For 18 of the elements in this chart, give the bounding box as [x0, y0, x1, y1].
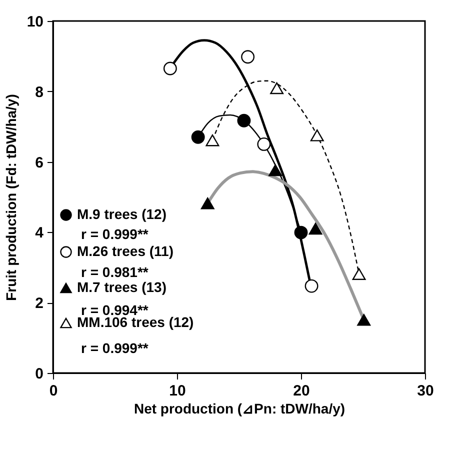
x-tick-label: 30 — [417, 382, 434, 400]
y-tick-label: 0 — [35, 366, 44, 382]
annotation: r = 0.999** — [81, 340, 149, 356]
y-tick-label: 4 — [35, 224, 44, 242]
legend-label: M.7 trees (13) — [77, 279, 166, 295]
y-tick-label: 2 — [35, 295, 44, 312]
y-tick-label: 8 — [35, 84, 44, 101]
annotation: r = 0.999** — [81, 226, 149, 242]
x-axis-title: Net production (⊿Pn: tDW/ha/y) — [134, 400, 346, 416]
legend-label: M.26 trees (11) — [77, 243, 174, 259]
y-tick-label: 10 — [26, 14, 44, 30]
annotation: r = 0.981** — [81, 264, 149, 280]
y-axis-title: Fruit production (Fd: tDW/ha/y) — [2, 94, 19, 301]
legend-label: M.9 trees (12) — [77, 206, 166, 222]
x-tick-label: 20 — [293, 382, 310, 400]
y-tick-label: 6 — [35, 154, 44, 172]
x-tick-label: 0 — [49, 382, 58, 400]
x-tick-label: 10 — [169, 382, 186, 400]
